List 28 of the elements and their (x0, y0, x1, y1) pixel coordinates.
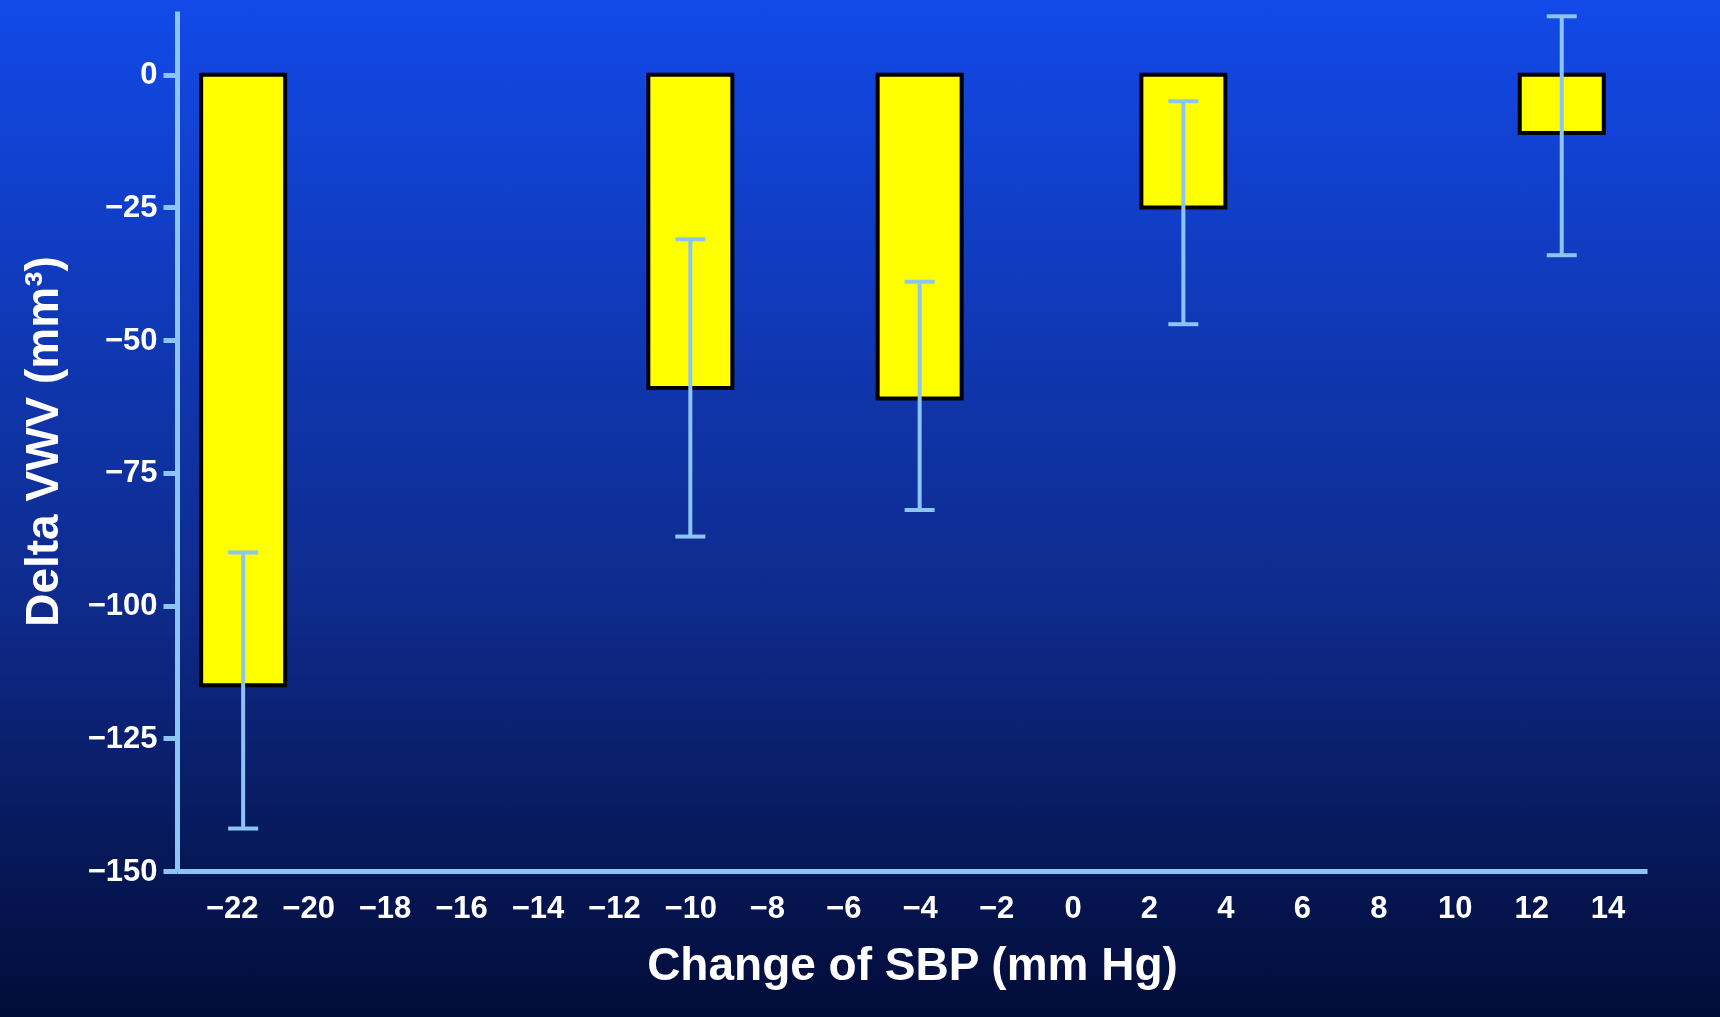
y-axis-title: Delta VWV (mm³) (15, 256, 68, 627)
x-tick-label: −14 (511, 889, 565, 925)
x-tick-label: −16 (435, 889, 488, 925)
x-tick-label: 6 (1293, 889, 1311, 925)
x-tick-label: −20 (282, 889, 335, 925)
x-tick-label: 0 (1064, 889, 1082, 925)
x-tick-label: 12 (1514, 889, 1549, 925)
x-tick-label: 10 (1437, 889, 1473, 925)
x-axis-title: Change of SBP (mm Hg) (647, 937, 1178, 990)
x-tick-label: −10 (664, 889, 718, 925)
x-tick-label: −8 (749, 889, 785, 925)
x-tick-label: 2 (1140, 889, 1159, 925)
y-tick-label: −25 (104, 188, 158, 224)
y-tick-label: −75 (104, 454, 158, 490)
x-tick-label: −22 (205, 889, 259, 925)
x-tick-label: −6 (826, 889, 862, 925)
y-tick-label: 0 (140, 56, 158, 92)
y-tick-label: −125 (87, 719, 158, 755)
x-tick-label: −18 (358, 889, 412, 925)
y-tick-label: −50 (104, 321, 158, 357)
x-tick-label: 4 (1217, 889, 1236, 925)
x-tick-label: −12 (588, 889, 641, 925)
x-tick-label: 14 (1590, 889, 1627, 925)
x-tick-label: −2 (978, 889, 1015, 925)
x-tick-label: −4 (902, 889, 939, 925)
y-tick-label: −100 (87, 587, 158, 623)
y-tick-label: −150 (87, 852, 158, 888)
x-tick-label: 8 (1370, 889, 1388, 925)
